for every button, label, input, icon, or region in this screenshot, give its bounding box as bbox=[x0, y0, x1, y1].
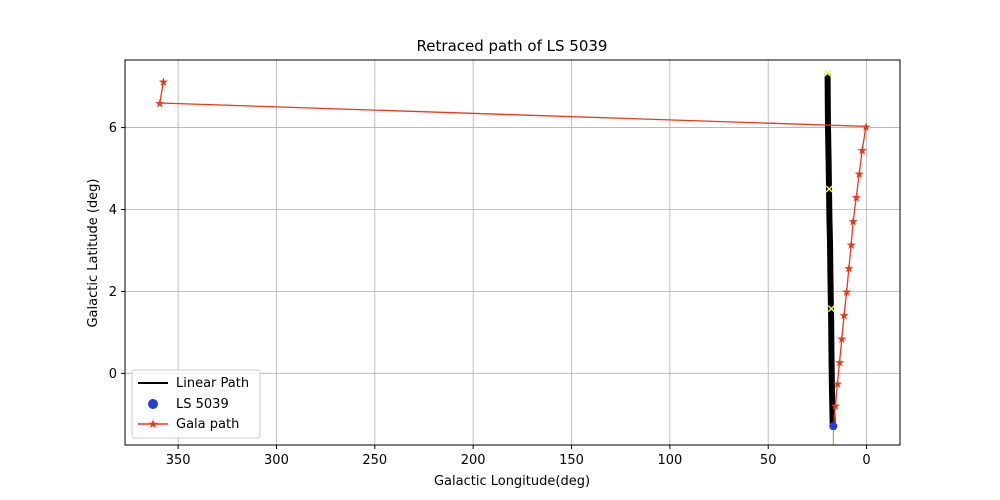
x-tick-label: 200 bbox=[461, 453, 486, 468]
legend-label-linear-path: Linear Path bbox=[176, 376, 249, 391]
linear-path-line bbox=[824, 74, 836, 427]
gala-path-point: ★ bbox=[854, 167, 865, 181]
x-tick-label: 350 bbox=[166, 453, 191, 468]
legend-label-ls5039: LS 5039 bbox=[176, 397, 229, 412]
grid-layer bbox=[125, 60, 900, 445]
legend: Linear Path LS 5039 ★ Gala path bbox=[131, 369, 261, 439]
x-tick-label: 50 bbox=[760, 453, 777, 468]
y-tick-label: 4 bbox=[109, 203, 117, 218]
legend-star-gala-path: ★ bbox=[148, 417, 159, 431]
gala-path-point: ★ bbox=[158, 75, 169, 89]
x-tick-label: 250 bbox=[362, 453, 387, 468]
gala-path-point: ★ bbox=[841, 285, 852, 299]
gala-path-point: ★ bbox=[832, 377, 843, 391]
gala-path-point: ★ bbox=[830, 399, 841, 413]
x-tick-label: 300 bbox=[264, 453, 289, 468]
y-tick-label: 2 bbox=[109, 285, 117, 300]
gala-path-point: ★ bbox=[839, 308, 850, 322]
gala-path-point: ★ bbox=[851, 191, 862, 205]
chart-title: Retraced path of LS 5039 bbox=[417, 37, 608, 55]
gala-path-point: ★ bbox=[857, 144, 868, 158]
x-marker bbox=[827, 305, 835, 313]
gala-path-point: ★ bbox=[861, 120, 872, 134]
ls5039-point bbox=[829, 422, 838, 431]
x-marker bbox=[825, 185, 833, 193]
data-layer: ★★★★★★★★★★★★★★★★ bbox=[154, 69, 872, 445]
gala-path-point: ★ bbox=[834, 355, 845, 369]
x-marker bbox=[824, 69, 832, 77]
gala-path-line bbox=[159, 81, 867, 427]
gala-path-point: ★ bbox=[836, 332, 847, 346]
x-axis-label: Galactic Longitude(deg) bbox=[434, 474, 590, 489]
y-tick-label: 6 bbox=[109, 121, 117, 136]
legend-swatch-ls5039 bbox=[148, 399, 158, 409]
plot-frame bbox=[124, 59, 901, 446]
tick-layer: 350 300 250 200 150 100 50 0 0 2 4 6 bbox=[109, 121, 871, 468]
gala-path-point: ★ bbox=[846, 238, 857, 252]
x-tick-label: 0 bbox=[862, 453, 870, 468]
x-tick-label: 150 bbox=[559, 453, 584, 468]
gala-path-point: ★ bbox=[848, 214, 859, 228]
gala-path-point: ★ bbox=[154, 97, 165, 111]
legend-box bbox=[131, 369, 261, 439]
legend-label-gala-path: Gala path bbox=[176, 417, 239, 432]
y-axis-label: Galactic Latitude (deg) bbox=[86, 178, 101, 327]
gala-path-point: ★ bbox=[843, 262, 854, 276]
x-tick-label: 100 bbox=[657, 453, 682, 468]
y-tick-label: 0 bbox=[109, 367, 117, 382]
